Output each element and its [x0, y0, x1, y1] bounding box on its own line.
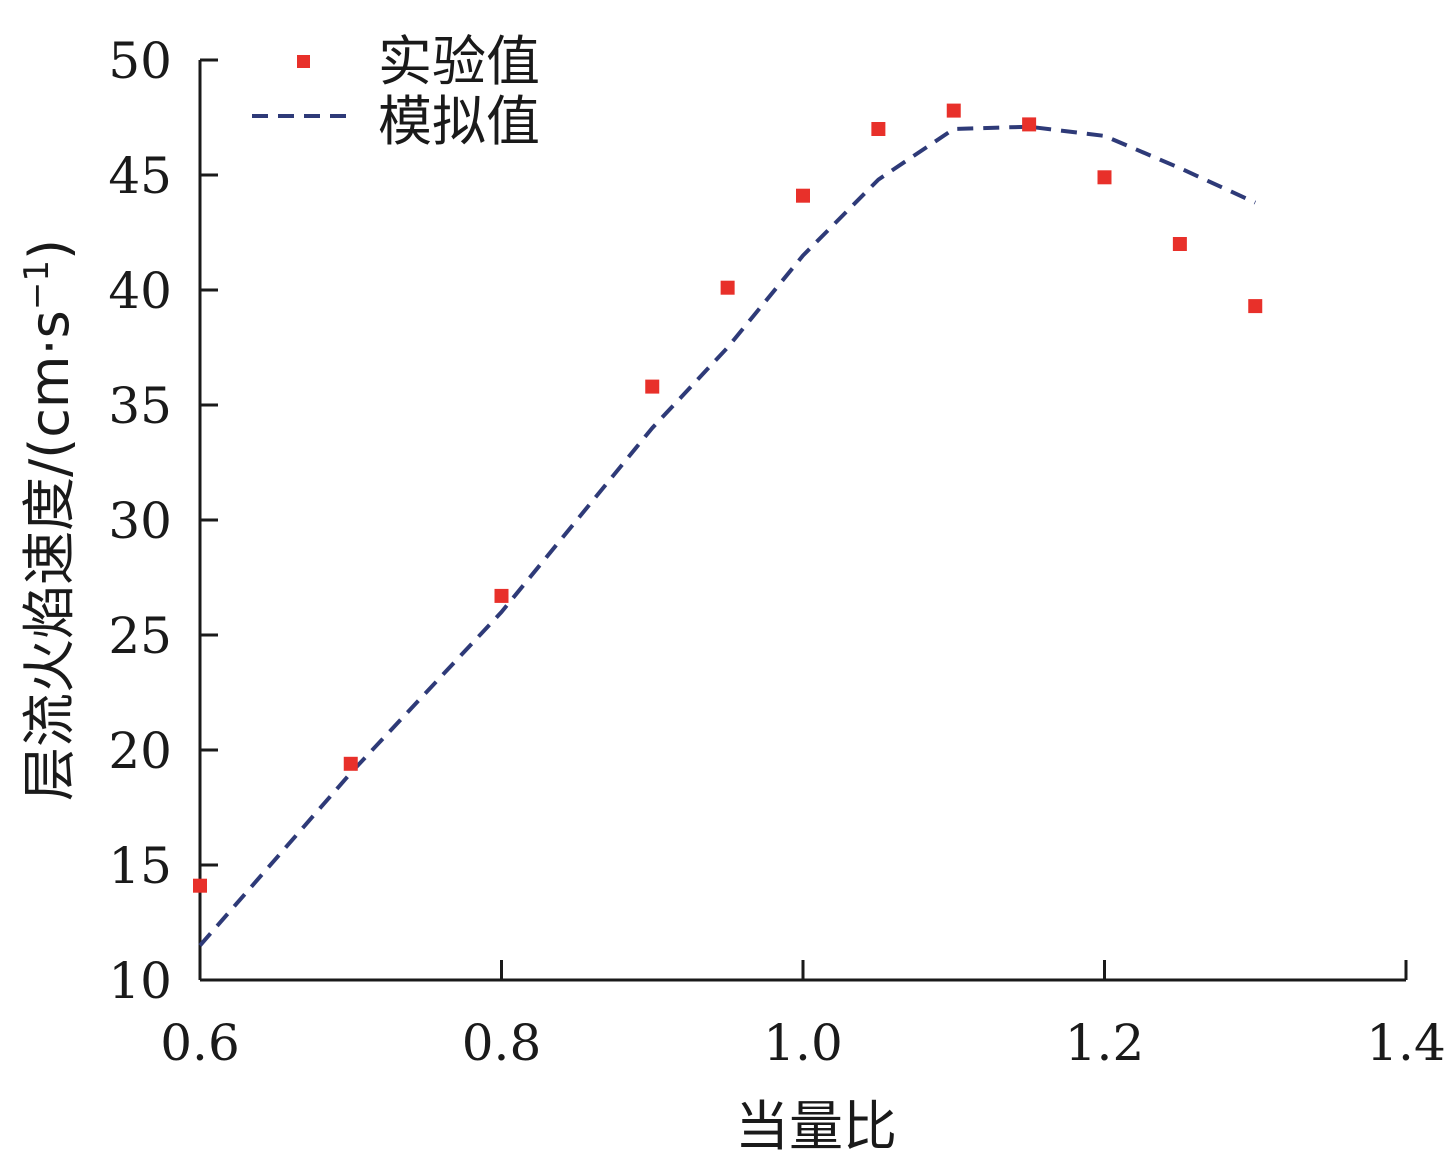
y-tick-label: 25: [108, 607, 172, 665]
experimental-point: [946, 103, 961, 118]
y-axis-title: 层流火焰速度/(cm·s−1): [17, 239, 81, 801]
y-tick-label: 20: [108, 722, 172, 780]
experimental-point: [1097, 170, 1112, 185]
x-tick-label: 1.0: [763, 1014, 843, 1072]
y-tick-label: 15: [108, 837, 172, 895]
x-tick-label: 0.8: [462, 1014, 542, 1072]
legend-label-experimental: 实验值: [378, 30, 540, 93]
y-axis-title-sup: −1: [17, 260, 57, 310]
y-tick-label: 30: [108, 492, 172, 550]
experimental-point: [1172, 237, 1187, 251]
x-tick-label: 1.2: [1065, 1014, 1145, 1072]
experimental-point: [494, 588, 509, 603]
experimental-point: [1248, 299, 1263, 314]
experimental-point: [796, 188, 810, 203]
experimental-point: [343, 756, 358, 771]
y-axis-title-close: ): [18, 239, 81, 260]
y-axis-title-main: 层流火焰速度/(cm·s: [18, 310, 81, 801]
series-layer: [193, 103, 1263, 947]
x-axis-title: 当量比: [735, 1095, 897, 1158]
experimental-point: [1022, 117, 1037, 132]
y-tick-label: 45: [108, 147, 172, 205]
legend-label-simulated: 模拟值: [378, 90, 540, 153]
x-ticks: 0.6 0.8 1.0 1.2 1.4: [160, 960, 1446, 1072]
y-tick-label: 10: [108, 952, 172, 1010]
legend-marker-experimental: [297, 55, 310, 68]
experimental-point: [645, 379, 660, 394]
legend: 实验值 模拟值: [252, 30, 540, 153]
experimental-point: [720, 280, 735, 295]
x-tick-label: 0.6: [160, 1014, 240, 1072]
y-tick-label: 40: [108, 262, 172, 320]
experimental-point: [193, 878, 207, 893]
x-tick-label: 1.4: [1366, 1014, 1446, 1072]
y-ticks: 10 15 20 25 30 35 40 45 50: [108, 32, 218, 1010]
simulated-line: [198, 124, 1257, 947]
experimental-point: [871, 122, 886, 136]
y-tick-label: 50: [108, 32, 172, 90]
y-tick-label: 35: [108, 377, 172, 435]
